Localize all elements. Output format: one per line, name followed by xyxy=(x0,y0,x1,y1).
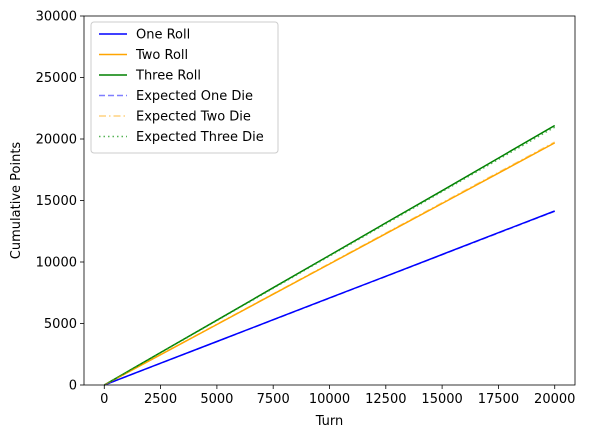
y-axis-ticks: 0 5000 10000 15000 20000 25000 30000 xyxy=(36,10,84,394)
series-layer xyxy=(103,124,556,386)
y-tick-label: 30000 xyxy=(36,10,77,25)
legend-box xyxy=(90,21,279,154)
legend-label: Two Roll xyxy=(135,48,188,63)
legend-label: Expected One Die xyxy=(136,89,253,104)
x-tick-label: 2500 xyxy=(144,392,177,407)
legend-item-one-roll: One Roll xyxy=(99,28,190,43)
x-tick-label: 7500 xyxy=(257,392,290,407)
legend-item-expected-two-die: Expected Two Die xyxy=(99,110,251,125)
series-line-one-roll xyxy=(104,210,555,386)
legend-item-two-roll: Two Roll xyxy=(99,48,188,63)
y-tick-label: 15000 xyxy=(36,194,77,209)
x-tick-label: 5000 xyxy=(200,392,233,407)
legend-item-expected-one-die: Expected One Die xyxy=(99,89,253,104)
legend-item-three-roll: Three Roll xyxy=(99,69,201,84)
x-tick-label: 0 xyxy=(100,392,108,407)
y-tick-label: 20000 xyxy=(36,133,77,148)
x-tick-label: 20000 xyxy=(534,392,575,407)
y-axis-label: Cumulative Points xyxy=(9,142,24,260)
legend-label: Three Roll xyxy=(135,69,201,84)
x-tick-label: 10000 xyxy=(309,392,350,407)
y-tick-label: 10000 xyxy=(36,256,77,271)
legend-label: One Roll xyxy=(136,28,190,43)
legend-label: Expected Two Die xyxy=(136,110,251,125)
series-line-expected-two-die xyxy=(103,141,556,386)
x-axis-label: Turn xyxy=(315,414,344,429)
x-tick-label: 12500 xyxy=(365,392,406,407)
legend-item-expected-three-die: Expected Three Die xyxy=(99,130,264,145)
legend: One Roll Two Roll Three Roll Expected One D… xyxy=(90,21,279,154)
legend-label: Expected Three Die xyxy=(136,130,264,145)
y-tick-label: 0 xyxy=(69,379,77,394)
y-tick-label: 25000 xyxy=(36,71,77,86)
series-line-expected-three-die xyxy=(103,126,556,386)
x-tick-label: 15000 xyxy=(421,392,462,407)
x-tick-label: 17500 xyxy=(478,392,519,407)
x-axis-ticks: 0 2500 5000 7500 10000 12500 15000 17500 20000 xyxy=(100,385,575,407)
y-tick-label: 5000 xyxy=(44,317,77,332)
